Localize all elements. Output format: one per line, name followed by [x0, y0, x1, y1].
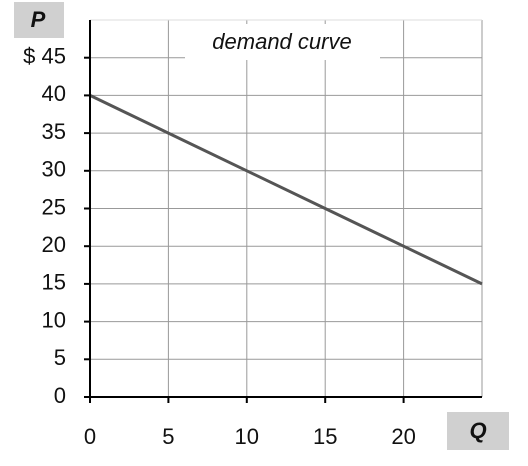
x-axis-label: Q — [469, 418, 486, 443]
y-tick-label: 30 — [42, 157, 66, 182]
y-tick-label: 20 — [42, 232, 66, 257]
chart-title: demand curve — [212, 29, 351, 54]
y-tick-label: 5 — [54, 345, 66, 370]
x-tick-label: 0 — [84, 424, 96, 449]
y-tick-label: 40 — [42, 81, 66, 106]
y-tick-label: 10 — [42, 307, 66, 332]
demand-line — [89, 94, 483, 286]
y-tick-label: 15 — [42, 270, 66, 295]
x-tick-label: 10 — [235, 424, 259, 449]
y-label-box — [14, 2, 64, 38]
y-tick-label: $ 45 — [23, 44, 66, 69]
x-tick-label: 15 — [313, 424, 337, 449]
x-tick-label: 20 — [391, 424, 415, 449]
y-tick-label: 35 — [42, 119, 66, 144]
x-tick-label: 5 — [162, 424, 174, 449]
title-box — [185, 24, 380, 60]
y-tick-label: 25 — [42, 194, 66, 219]
y-tick-label: 0 — [54, 383, 66, 408]
y-axis-label: P — [31, 7, 46, 32]
x-label-box — [447, 412, 509, 450]
